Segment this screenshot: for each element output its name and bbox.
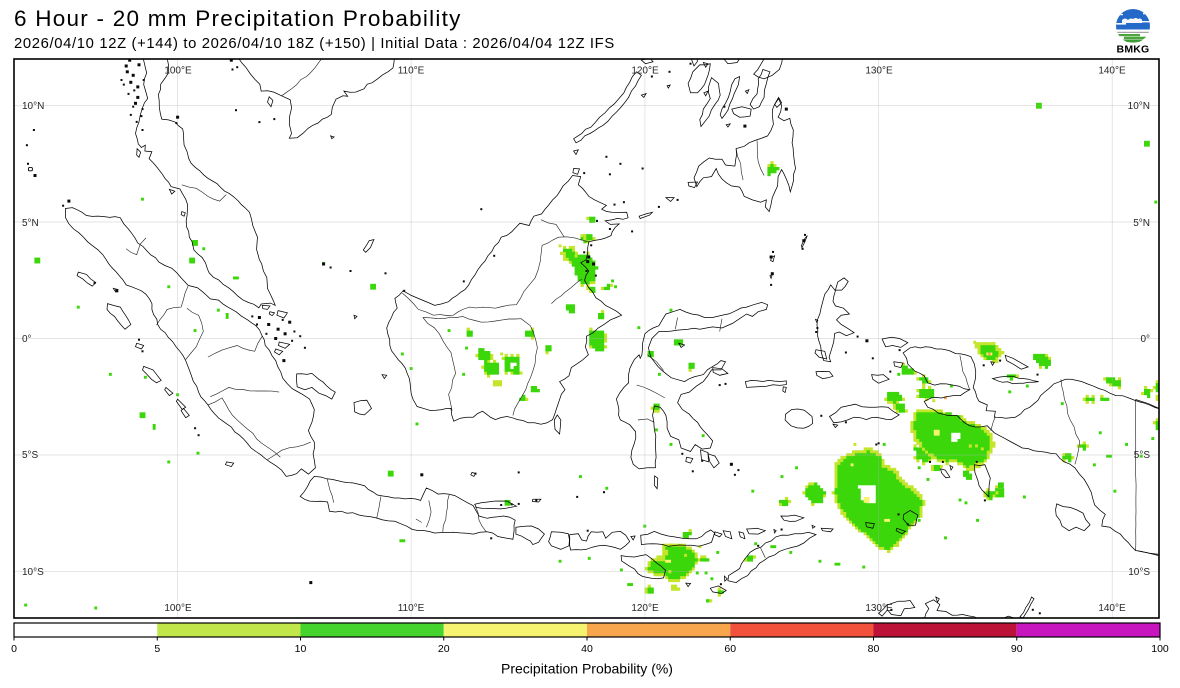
svg-text:100°E: 100°E [164,603,192,614]
svg-text:80: 80 [868,643,880,655]
svg-text:10: 10 [295,643,307,655]
svg-text:10°N: 10°N [1128,101,1150,112]
svg-text:10°S: 10°S [1128,567,1150,578]
svg-text:120°E: 120°E [631,66,659,77]
svg-text:100°E: 100°E [164,66,192,77]
svg-text:130°E: 130°E [865,66,893,77]
svg-text:BMKG: BMKG [1117,44,1150,56]
svg-text:5°S: 5°S [1134,450,1151,461]
svg-text:90: 90 [1011,643,1023,655]
svg-text:5°N: 5°N [1133,218,1150,229]
svg-text:60: 60 [724,643,736,655]
svg-text:0°: 0° [22,334,32,345]
svg-text:140°E: 140°E [1098,603,1126,614]
svg-text:20: 20 [438,643,450,655]
svg-text:100: 100 [1151,643,1169,655]
svg-text:10°S: 10°S [22,567,44,578]
svg-text:6 Hour - 20 mm Precipitation P: 6 Hour - 20 mm Precipitation Probability [14,6,462,31]
svg-text:5°S: 5°S [22,450,39,461]
svg-text:Precipitation Probability (%): Precipitation Probability (%) [501,661,673,677]
svg-text:0: 0 [11,643,17,655]
svg-text:130°E: 130°E [865,603,893,614]
svg-text:140°E: 140°E [1098,66,1126,77]
svg-text:2026/04/10 12Z (+144) to 2026/: 2026/04/10 12Z (+144) to 2026/04/10 18Z … [14,36,615,52]
svg-text:10°N: 10°N [22,101,44,112]
svg-text:110°E: 110°E [398,603,425,614]
svg-text:110°E: 110°E [398,66,425,77]
svg-text:5: 5 [154,643,160,655]
svg-text:120°E: 120°E [631,603,659,614]
svg-text:5°N: 5°N [22,218,39,229]
svg-text:40: 40 [581,643,593,655]
svg-text:0°: 0° [1140,334,1150,345]
